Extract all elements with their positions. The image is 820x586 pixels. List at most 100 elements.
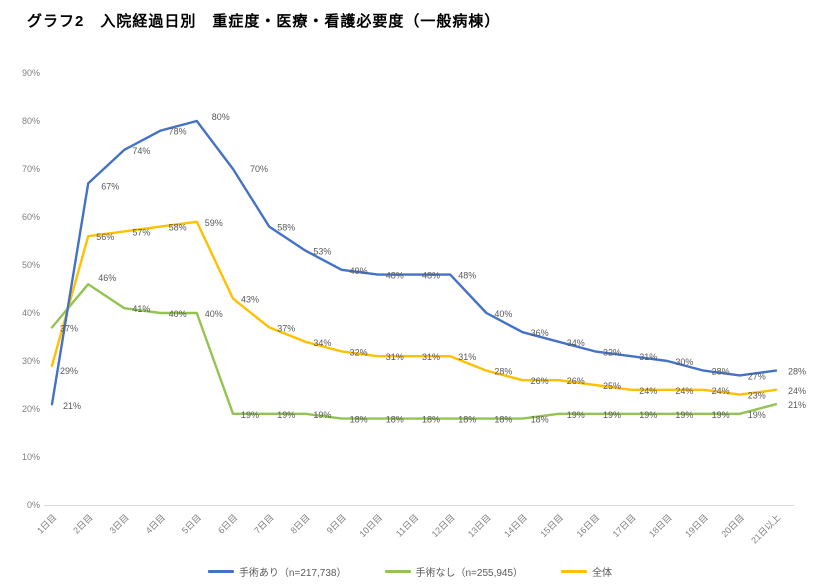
legend-item-surgery-no: 手術なし（n=255,945）	[384, 564, 524, 579]
data-label: 18%	[386, 415, 404, 425]
data-label: 40%	[494, 309, 512, 319]
x-tick-label: 12日目	[430, 512, 457, 539]
y-tick-label: 70%	[22, 164, 40, 174]
x-tick-label: 17日目	[611, 512, 638, 539]
y-tick-label: 50%	[22, 260, 40, 270]
data-label: 19%	[748, 410, 766, 420]
x-tick-label: 15日目	[538, 512, 565, 539]
data-label: 57%	[132, 227, 150, 237]
y-tick-label: 90%	[22, 68, 40, 78]
data-label: 53%	[313, 247, 331, 257]
x-tick-label: 18日目	[647, 512, 674, 539]
legend-label-surgery-yes: 手術あり（n=217,738）	[238, 568, 347, 579]
data-label: 21%	[63, 401, 81, 411]
data-label: 26%	[531, 376, 549, 386]
x-tick-label: 7日目	[252, 512, 275, 535]
data-label: 37%	[277, 323, 295, 333]
data-label: 28%	[494, 367, 512, 377]
data-label: 19%	[639, 410, 657, 420]
y-tick-label: 30%	[22, 356, 40, 366]
legend-swatch-surgery-no	[384, 570, 411, 573]
data-label: 48%	[386, 271, 404, 281]
data-label: 59%	[205, 218, 223, 228]
series-line-0	[50, 119, 778, 406]
y-tick-label: 40%	[22, 308, 40, 318]
data-label: 37%	[60, 323, 78, 333]
data-label: 74%	[132, 146, 150, 156]
data-label: 31%	[386, 352, 404, 362]
data-label: 31%	[458, 352, 476, 362]
data-label: 19%	[313, 410, 331, 420]
x-tick-label: 21日以上	[749, 512, 782, 545]
data-label: 46%	[98, 273, 116, 283]
x-tick-label: 9日目	[325, 512, 348, 535]
data-label: 43%	[241, 295, 259, 305]
data-label: 70%	[250, 164, 268, 174]
x-tick-label: 6日目	[216, 512, 239, 535]
y-tick-label: 0%	[27, 500, 40, 510]
y-tick-label: 20%	[22, 404, 40, 414]
data-label: 24%	[639, 386, 657, 396]
data-label: 32%	[350, 347, 368, 357]
y-tick-label: 80%	[22, 116, 40, 126]
data-label: 34%	[567, 338, 585, 348]
data-label: 27%	[748, 371, 766, 381]
series-line-2	[50, 220, 778, 396]
x-tick-label: 19日目	[683, 512, 710, 539]
chart-legend: 手術あり（n=217,738） 手術なし（n=255,945） 全体	[0, 564, 820, 579]
data-label: 48%	[458, 271, 476, 281]
data-label: 40%	[169, 309, 187, 319]
x-tick-label: 14日目	[502, 512, 529, 539]
data-label: 18%	[458, 415, 476, 425]
series-line-1	[50, 283, 778, 420]
x-tick-label: 2日目	[71, 512, 94, 535]
data-label: 32%	[603, 347, 621, 357]
data-label: 28%	[712, 367, 730, 377]
data-label: 30%	[675, 357, 693, 367]
data-label: 78%	[169, 127, 187, 137]
data-label: 19%	[277, 410, 295, 420]
data-label: 58%	[169, 223, 187, 233]
data-label: 56%	[96, 232, 114, 242]
data-label: 58%	[277, 223, 295, 233]
data-label: 40%	[205, 309, 223, 319]
data-label: 25%	[603, 381, 621, 391]
data-label: 41%	[132, 304, 150, 314]
legend-label-total: 全体	[592, 568, 613, 579]
x-tick-label: 10日目	[357, 512, 384, 539]
data-label: 29%	[60, 366, 78, 376]
legend-item-total: 全体	[561, 564, 612, 579]
data-label: 24%	[788, 386, 806, 396]
x-tick-label: 5日目	[180, 512, 203, 535]
chart-title: グラフ2 入院経過日別 重症度・医療・看護必要度（一般病棟）	[27, 13, 501, 30]
legend-label-surgery-no: 手術なし（n=255,945）	[415, 568, 524, 579]
data-label: 19%	[567, 410, 585, 420]
data-label: 19%	[675, 410, 693, 420]
x-tick-label: 1日目	[35, 512, 58, 535]
data-label: 67%	[101, 181, 119, 191]
legend-item-surgery-yes: 手術あり（n=217,738）	[207, 564, 347, 579]
legend-swatch-total	[561, 570, 588, 573]
y-tick-label: 10%	[22, 452, 40, 462]
x-tick-label: 13日目	[466, 512, 493, 539]
data-label: 28%	[788, 367, 806, 377]
data-label: 18%	[422, 415, 440, 425]
data-label: 31%	[639, 352, 657, 362]
x-tick-label: 16日目	[575, 512, 602, 539]
data-label: 34%	[313, 338, 331, 348]
data-label: 24%	[712, 386, 730, 396]
data-label: 49%	[350, 266, 368, 276]
y-tick-label: 60%	[22, 212, 40, 222]
data-label: 21%	[788, 400, 806, 410]
x-tick-label: 20日目	[719, 512, 746, 539]
data-label: 24%	[675, 386, 693, 396]
data-label: 48%	[422, 271, 440, 281]
data-label: 19%	[712, 410, 730, 420]
x-tick-label: 11日目	[394, 512, 420, 538]
x-tick-label: 4日目	[144, 512, 167, 535]
data-label: 36%	[531, 328, 549, 338]
line-chart: 0% 10% 20% 30% 40% 50% 60% 70% 80% 90% 1日目 2日目 3日目 4日…	[22, 68, 806, 546]
data-label: 19%	[241, 410, 259, 420]
data-label: 18%	[531, 415, 549, 425]
